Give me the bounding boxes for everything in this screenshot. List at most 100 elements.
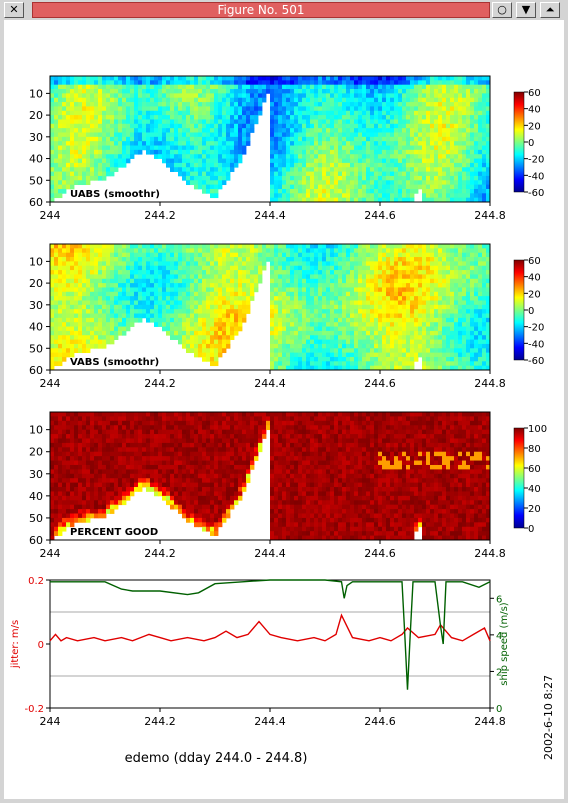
heatmap-cell	[158, 84, 163, 90]
heatmap-cell	[302, 309, 307, 314]
heatmap-cell	[170, 123, 175, 129]
heatmap-cell	[182, 291, 187, 297]
heatmap-cell	[470, 188, 475, 194]
heatmap-cell	[198, 145, 203, 151]
heatmap-cell	[242, 110, 247, 116]
heatmap-cell	[306, 102, 311, 107]
heatmap-cell	[390, 339, 395, 345]
heatmap-cell	[406, 119, 411, 125]
heatmap-cell	[54, 352, 59, 358]
heatmap-cell	[370, 313, 375, 319]
heatmap-cell	[142, 313, 147, 319]
heatmap-cell	[226, 244, 231, 249]
heatmap-cell	[334, 188, 339, 194]
heatmap-cell	[274, 93, 279, 99]
heatmap-cell	[206, 80, 211, 86]
heatmap-cell	[82, 89, 87, 94]
heatmap-cell	[114, 270, 119, 275]
heatmap-cell	[98, 343, 103, 349]
heatmap-cell	[270, 265, 275, 271]
heatmap-cell	[126, 257, 131, 262]
heatmap-cell	[246, 136, 251, 142]
heatmap-cell	[362, 76, 367, 81]
heatmap-cell	[382, 149, 387, 155]
heatmap-cell	[306, 361, 311, 367]
heatmap-cell	[342, 162, 347, 168]
close-icon[interactable]: ✕	[4, 2, 24, 18]
heatmap-cell	[398, 175, 403, 181]
heatmap-cell	[366, 335, 371, 340]
minimize-icon[interactable]: ▼	[516, 2, 536, 18]
heatmap-cell	[446, 175, 451, 181]
heatmap-cell	[158, 257, 163, 262]
heatmap-cell	[322, 193, 327, 199]
heatmap-cell	[334, 180, 339, 186]
heatmap-cell	[358, 128, 363, 133]
heatmap-cell	[398, 261, 403, 267]
heatmap-cell	[370, 188, 375, 194]
heatmap-cell	[362, 274, 367, 280]
heatmap-cell	[326, 348, 331, 354]
maximize-icon[interactable]: ⏶	[540, 2, 560, 18]
heatmap-cell	[142, 106, 147, 112]
heatmap-cell	[278, 123, 283, 129]
heatmap-cell	[486, 97, 491, 103]
heatmap-cell	[270, 352, 275, 358]
heatmap-cell	[326, 188, 331, 194]
heatmap-cell	[54, 317, 59, 323]
heatmap-cell	[410, 136, 415, 142]
heatmap-cell	[390, 257, 395, 262]
heatmap-cell	[246, 252, 251, 258]
heatmap-cell	[306, 313, 311, 319]
heatmap-cell	[194, 128, 199, 133]
heatmap-cell	[114, 313, 119, 319]
heatmap-cell	[234, 257, 239, 262]
heatmap-cell	[178, 141, 183, 146]
heatmap-cell	[382, 365, 387, 371]
heatmap-cell	[322, 309, 327, 314]
heatmap-cell	[302, 335, 307, 340]
heatmap-cell	[290, 89, 295, 94]
heatmap-cell	[210, 343, 215, 349]
heatmap-cell	[294, 287, 299, 293]
heatmap-cell	[246, 80, 251, 86]
heatmap-cell	[102, 106, 107, 112]
heatmap-cell	[246, 132, 251, 138]
heatmap-cell	[218, 110, 223, 116]
heatmap-cell	[238, 326, 243, 332]
heatmap-cell	[66, 313, 71, 319]
heatmap-cell	[178, 283, 183, 288]
heatmap-cell	[122, 257, 127, 262]
heatmap-cell	[346, 141, 351, 146]
heatmap-cell	[366, 97, 371, 103]
heatmap-cell	[150, 93, 155, 99]
heatmap-cell	[198, 339, 203, 345]
heatmap-cell	[378, 89, 383, 94]
heatmap-cell	[238, 110, 243, 116]
heatmap-cell	[338, 89, 343, 94]
heatmap-cell	[142, 261, 147, 267]
heatmap-cell	[330, 80, 335, 86]
heatmap-cell	[390, 158, 395, 164]
heatmap-cell	[114, 317, 119, 323]
heatmap-cell	[282, 300, 287, 306]
heatmap-cell	[138, 265, 143, 271]
heatmap-cell	[262, 97, 267, 103]
heatmap-cell	[378, 167, 383, 172]
heatmap-cell	[438, 167, 443, 172]
heatmap-cell	[74, 330, 79, 336]
heatmap-cell	[382, 339, 387, 345]
heatmap-cell	[334, 252, 339, 258]
heatmap-cell	[370, 102, 375, 107]
heatmap-cell	[82, 339, 87, 345]
heatmap-cell	[286, 248, 291, 254]
heatmap-cell	[286, 356, 291, 362]
heatmap-cell	[390, 252, 395, 258]
heatmap-cell	[450, 158, 455, 164]
heatmap-cell	[210, 296, 215, 301]
heatmap-cell	[58, 175, 63, 181]
heatmap-cell	[350, 330, 355, 336]
heatmap-cell	[86, 115, 91, 120]
circle-icon[interactable]: ○	[492, 2, 512, 18]
heatmap-cell	[210, 110, 215, 116]
